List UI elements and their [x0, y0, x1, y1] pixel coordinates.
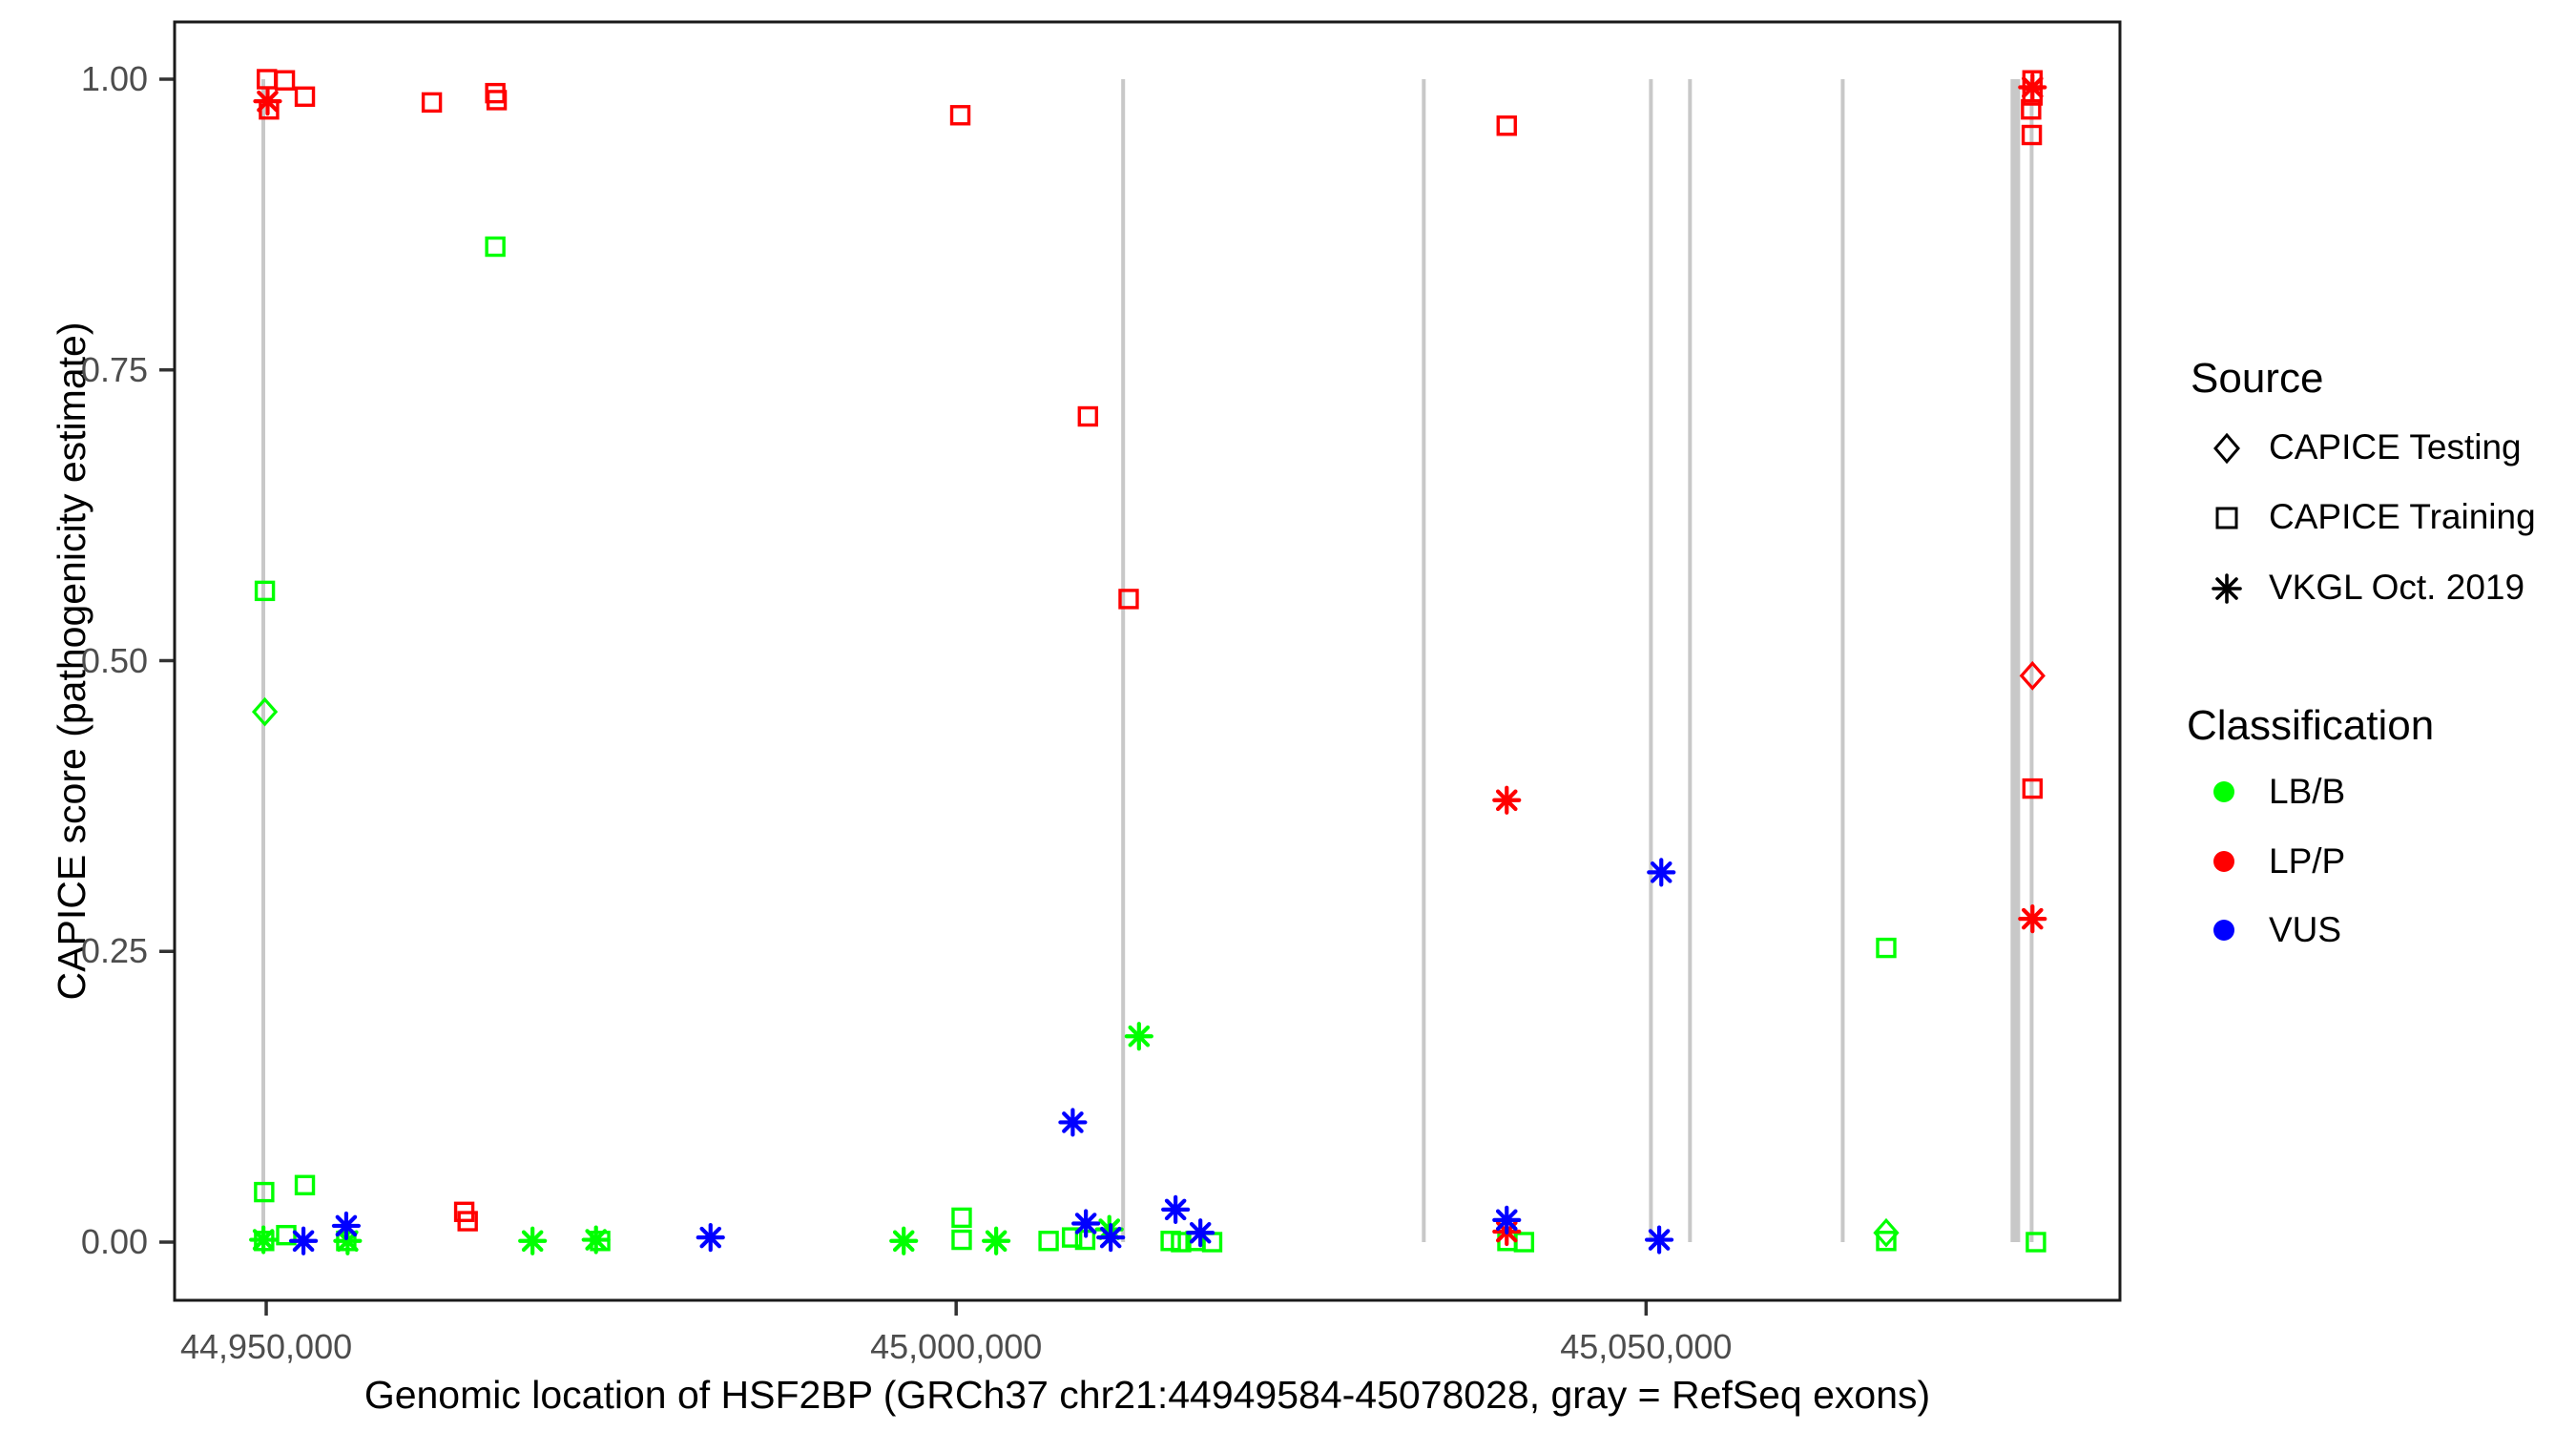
- data-point: [249, 1225, 279, 1255]
- data-point: [2018, 73, 2047, 102]
- y-tick-label: 0.25: [80, 931, 148, 971]
- data-point: [421, 92, 443, 114]
- data-point: [1160, 1231, 1181, 1252]
- data-point: [1496, 115, 1517, 136]
- data-point: [2021, 124, 2043, 146]
- data-point: [2025, 1232, 2046, 1253]
- data-point: [486, 90, 508, 111]
- data-point: [1124, 1022, 1153, 1051]
- data-point: [1513, 1232, 1535, 1253]
- data-point: [457, 1211, 478, 1232]
- data-point: [951, 1207, 972, 1229]
- data-point: [949, 105, 971, 126]
- data-point: [294, 86, 316, 107]
- data-point: [1647, 858, 1676, 887]
- data-point: [889, 1226, 919, 1255]
- data-point: [288, 1226, 319, 1255]
- data-points-layer: [249, 69, 2047, 1255]
- data-point: [1118, 589, 1139, 610]
- y-tick-label: 0.00: [80, 1222, 148, 1261]
- data-point: [251, 696, 279, 727]
- data-point: [581, 1225, 611, 1255]
- data-point: [1492, 1205, 1522, 1234]
- data-point: [1644, 1225, 1674, 1255]
- panel-border: [173, 20, 2122, 1302]
- data-point: [1058, 1108, 1088, 1137]
- data-point: [1061, 1227, 1083, 1248]
- data-point: [1492, 785, 1522, 815]
- data-point: [1077, 405, 1099, 427]
- data-point: [2019, 660, 2046, 691]
- data-point: [331, 1211, 362, 1241]
- refseq-exon-lines: [260, 79, 2034, 1242]
- y-tick-label: 0.75: [80, 349, 148, 389]
- y-tick-label: 0.50: [80, 640, 148, 680]
- axis-tick-marks: [159, 77, 1649, 1316]
- data-point: [2018, 904, 2047, 934]
- data-point: [696, 1223, 725, 1253]
- data-point: [1071, 1209, 1101, 1238]
- data-point: [1038, 1231, 1059, 1252]
- data-point: [254, 580, 276, 602]
- data-point: [257, 69, 278, 90]
- data-point: [982, 1226, 1011, 1255]
- x-tick-label: 45,000,000: [870, 1327, 1043, 1366]
- data-point: [274, 70, 296, 91]
- data-point: [294, 1174, 316, 1195]
- data-point: [2022, 778, 2044, 799]
- data-point: [1876, 1231, 1897, 1252]
- data-point: [1096, 1223, 1126, 1253]
- data-point: [1873, 1217, 1900, 1248]
- x-axis-title: Genomic location of HSF2BP (GRCh37 chr21…: [364, 1373, 1931, 1417]
- data-point: [518, 1226, 548, 1255]
- data-point: [1186, 1218, 1215, 1248]
- data-point: [1161, 1194, 1191, 1224]
- data-point: [253, 87, 282, 116]
- data-point: [254, 1181, 275, 1203]
- x-tick-label: 45,050,000: [1560, 1327, 1733, 1366]
- y-tick-label: 1.00: [80, 59, 148, 98]
- data-point: [276, 1224, 297, 1246]
- data-point: [1876, 937, 1897, 959]
- data-point: [951, 1229, 972, 1251]
- x-tick-label: 44,950,000: [179, 1327, 353, 1366]
- data-point: [1171, 1232, 1192, 1253]
- data-point: [485, 236, 506, 258]
